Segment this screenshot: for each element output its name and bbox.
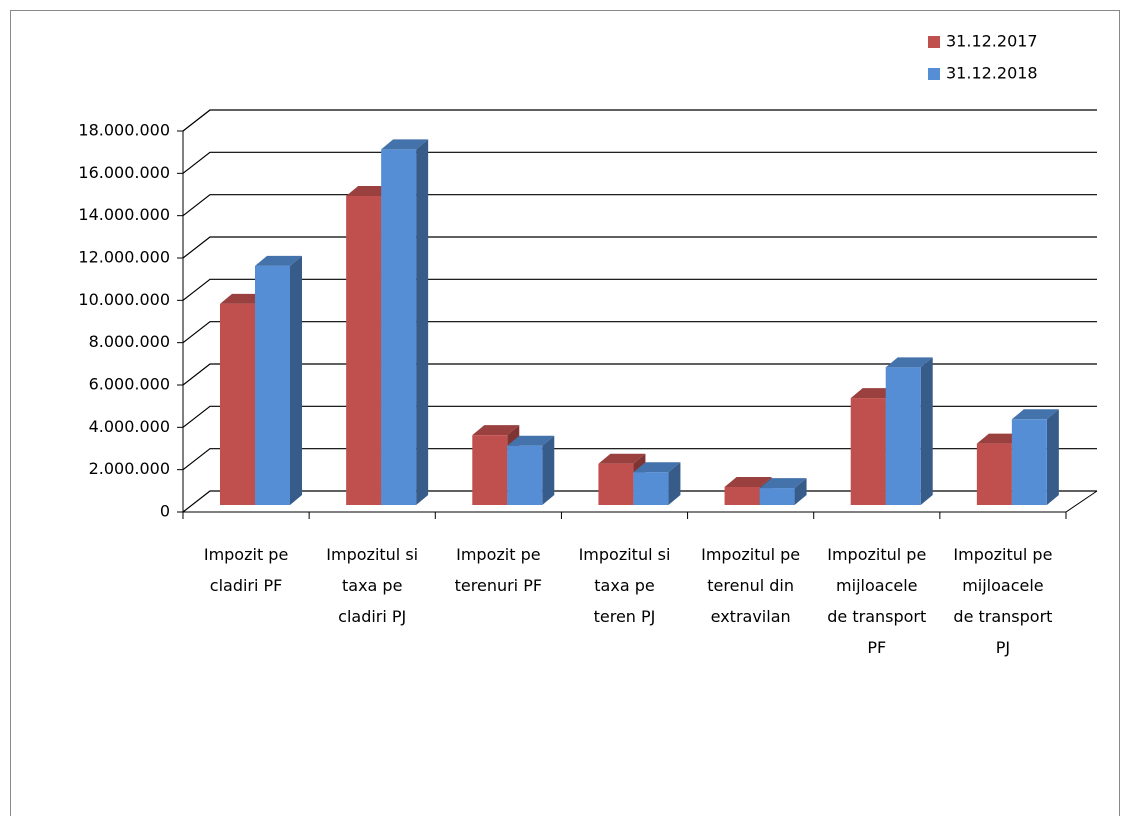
bar-side	[920, 357, 933, 505]
bar	[759, 478, 807, 505]
y-tick-label: 12.000.000	[78, 248, 170, 267]
grid-line	[182, 151, 1097, 174]
y-tick-label: 16.000.000	[78, 163, 170, 182]
chart-frame	[10, 10, 1120, 816]
bar-top	[1011, 409, 1059, 420]
legend-label: 31.12.2017	[946, 32, 1038, 51]
bar-front	[381, 149, 417, 505]
x-tick-label: Impozit pe terenuri PF	[455, 545, 542, 595]
bar-side	[542, 435, 555, 505]
grid-line	[182, 236, 1097, 259]
bar-front	[255, 265, 290, 505]
bar-side	[416, 139, 429, 505]
bar-top	[724, 477, 772, 488]
bar-front	[507, 445, 543, 505]
bar-front	[598, 463, 634, 505]
y-tick-label: 0	[160, 502, 170, 521]
bar-top	[507, 435, 555, 446]
legend-label: 31.12.2018	[946, 64, 1038, 83]
grid-line	[182, 109, 1097, 132]
y-tick-label: 2.000.000	[89, 459, 170, 478]
grid-line	[182, 448, 1097, 471]
bar-front	[1011, 419, 1047, 505]
x-tick-label: Impozit pe cladiri PF	[204, 545, 288, 595]
legend-swatch	[928, 68, 940, 80]
bar-front	[759, 488, 795, 505]
x-tick-label: Impozitul pe mijloacele de transport PJ	[953, 545, 1052, 657]
bar-top	[598, 453, 646, 464]
y-tick-label: 14.000.000	[78, 205, 170, 224]
x-tick-label: Impozitul pe mijloacele de transport PF	[827, 545, 926, 657]
x-tick-label: Impozitul si taxa pe cladiri PJ	[326, 545, 418, 626]
grid-line	[182, 405, 1097, 428]
y-tick-label: 8.000.000	[89, 332, 170, 351]
bar-side	[794, 478, 807, 505]
bar-side	[668, 462, 681, 505]
bar-top	[759, 478, 807, 489]
bar-front	[724, 487, 760, 505]
bar-front	[472, 435, 508, 505]
bar	[885, 357, 933, 505]
grid-line	[182, 278, 1097, 301]
y-tick-label: 6.000.000	[89, 375, 170, 394]
y-tick-label: 18.000.000	[78, 121, 170, 140]
y-tick-label: 10.000.000	[78, 290, 170, 309]
bar-front	[976, 443, 1012, 505]
bar-top	[381, 139, 429, 150]
grid-line	[182, 321, 1097, 344]
bar	[255, 255, 302, 505]
bar	[507, 435, 555, 505]
bar-top	[885, 357, 933, 368]
legend-swatch	[928, 36, 940, 48]
bar	[633, 462, 681, 505]
bar-front	[220, 303, 255, 505]
bar-top	[255, 255, 302, 266]
grid-line	[182, 363, 1097, 386]
bar-side	[290, 255, 302, 505]
bar	[1011, 409, 1059, 505]
y-tick-label: 4.000.000	[89, 417, 170, 436]
x-tick-label: Impozitul pe terenul din extravilan	[701, 545, 800, 626]
bar-front	[633, 472, 669, 505]
bar-top	[472, 425, 520, 436]
bar-front	[346, 195, 382, 505]
grid-line	[182, 194, 1097, 217]
bar-top	[633, 462, 681, 473]
x-tick-label: Impozitul si taxa pe teren PJ	[579, 545, 671, 626]
bar-side	[1046, 409, 1059, 505]
bar-front	[850, 398, 886, 505]
bar-front	[885, 367, 921, 505]
bar	[381, 139, 429, 505]
